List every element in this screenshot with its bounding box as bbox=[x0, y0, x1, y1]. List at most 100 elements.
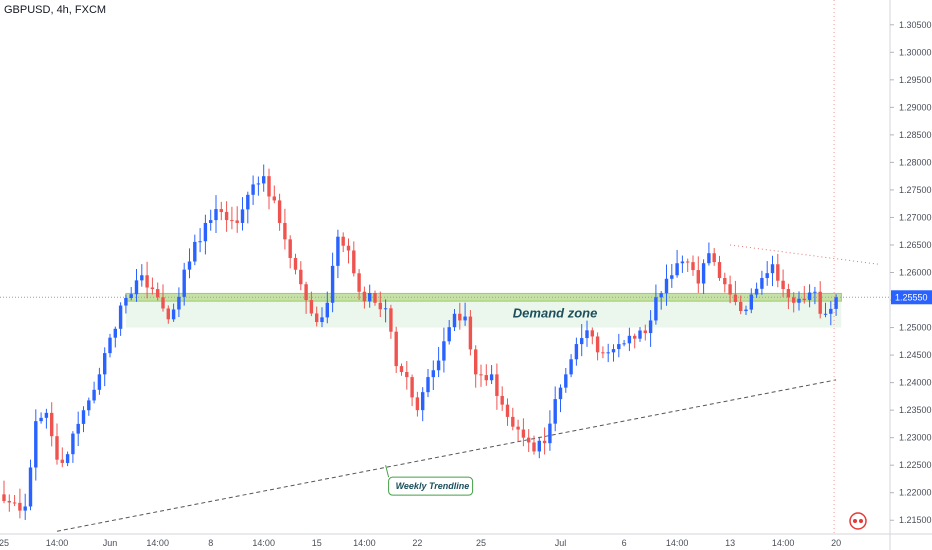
candle-body bbox=[23, 506, 27, 511]
candle-body bbox=[527, 437, 531, 443]
y-tick-label: 1.30000 bbox=[899, 47, 932, 57]
x-tick-label: 25 bbox=[0, 538, 9, 548]
candle-body bbox=[505, 404, 510, 417]
y-tick-label: 1.27000 bbox=[899, 212, 932, 222]
candle-body bbox=[309, 300, 314, 314]
candle-body bbox=[304, 284, 308, 301]
candle-body bbox=[643, 330, 647, 334]
candle-body bbox=[368, 293, 372, 302]
y-tick-label: 1.24500 bbox=[899, 350, 932, 360]
candle-body bbox=[293, 257, 298, 270]
y-tick-label: 1.22500 bbox=[899, 460, 932, 470]
candle-body bbox=[818, 291, 822, 314]
candle-body bbox=[781, 280, 785, 290]
candle-body bbox=[320, 317, 324, 323]
chart-widget-icon[interactable] bbox=[849, 512, 867, 530]
candle-body bbox=[81, 410, 86, 424]
candle-body bbox=[156, 289, 160, 298]
x-tick-label: 20 bbox=[831, 538, 841, 548]
candle-body bbox=[235, 220, 239, 223]
x-tick-label: 13 bbox=[725, 538, 735, 548]
x-tick-label: 14:00 bbox=[666, 538, 689, 548]
candle-body bbox=[277, 200, 282, 223]
candle-body bbox=[739, 302, 743, 312]
candle-body bbox=[447, 327, 451, 342]
candle-body bbox=[113, 328, 117, 338]
chart-widget-icon-dot bbox=[853, 519, 857, 523]
candle-body bbox=[288, 239, 292, 258]
candle-body bbox=[569, 359, 573, 375]
x-tick-label: 22 bbox=[412, 538, 422, 548]
candle-body bbox=[256, 183, 261, 185]
y-tick-label: 1.27500 bbox=[899, 185, 932, 195]
candle-body bbox=[198, 241, 202, 243]
x-tick-label: 14:00 bbox=[146, 538, 169, 548]
x-tick-label: 14:00 bbox=[46, 538, 69, 548]
candle-body bbox=[108, 337, 112, 354]
candle-body bbox=[580, 338, 584, 345]
candle-body bbox=[315, 313, 319, 323]
candle-body bbox=[240, 209, 245, 223]
x-tick-label: 14:00 bbox=[772, 538, 795, 548]
annotations-layer: Demand zone Weekly Trendline bbox=[385, 306, 598, 496]
candle-body bbox=[421, 392, 425, 411]
candle-body bbox=[12, 502, 17, 504]
current-price-badge bbox=[891, 290, 932, 305]
candle-body bbox=[129, 294, 133, 298]
candle-body bbox=[272, 196, 276, 201]
candle-body bbox=[325, 302, 329, 318]
candle-body bbox=[707, 253, 711, 264]
candle-body bbox=[103, 353, 107, 375]
x-tick-label: 14:00 bbox=[252, 538, 275, 548]
candle-body bbox=[341, 236, 345, 246]
candle-body bbox=[50, 412, 54, 437]
candle-body bbox=[834, 297, 838, 309]
candle-body bbox=[776, 264, 780, 281]
candle-body bbox=[770, 264, 775, 274]
y-tick-label: 1.26000 bbox=[899, 268, 932, 278]
candle-body bbox=[124, 297, 128, 306]
x-tick-label: 14:00 bbox=[353, 538, 376, 548]
candle-body bbox=[537, 440, 541, 452]
candle-body bbox=[383, 308, 388, 310]
candle-body bbox=[399, 366, 404, 373]
candle-body bbox=[638, 330, 642, 339]
candle-body bbox=[516, 426, 520, 430]
candle-body bbox=[558, 387, 563, 400]
x-tick-label: 25 bbox=[476, 538, 486, 548]
candle-body bbox=[659, 293, 663, 298]
y-tick-label: 1.22000 bbox=[899, 488, 932, 498]
candle-body bbox=[542, 440, 547, 444]
candle-body bbox=[680, 261, 685, 264]
candle-body bbox=[474, 349, 478, 375]
candle-body bbox=[829, 308, 833, 314]
candle-body bbox=[622, 343, 626, 345]
candle-body bbox=[633, 335, 637, 339]
weekly-trendline-label: Weekly Trendline bbox=[396, 481, 470, 491]
lines-layer bbox=[0, 0, 890, 534]
demand-zone-label: Demand zone bbox=[513, 306, 598, 321]
x-tick-label: 8 bbox=[208, 538, 213, 548]
candle-body bbox=[590, 330, 594, 337]
candle-body bbox=[712, 253, 716, 263]
candle-body bbox=[140, 275, 144, 281]
candle-body bbox=[521, 429, 526, 438]
candle-body bbox=[267, 176, 271, 197]
candle-body bbox=[299, 269, 303, 285]
candle-body bbox=[601, 352, 605, 354]
candle-body bbox=[203, 222, 208, 242]
candle-body bbox=[670, 275, 674, 279]
candle-body bbox=[209, 220, 213, 223]
candle-body bbox=[585, 330, 589, 339]
candle-body bbox=[463, 316, 467, 321]
candle-body bbox=[145, 275, 149, 288]
trendline-callout-pointer bbox=[385, 465, 390, 478]
candle-body bbox=[675, 263, 679, 276]
candle-body bbox=[786, 289, 791, 298]
candle-body bbox=[548, 423, 552, 444]
candle-body bbox=[701, 263, 706, 284]
candle-body bbox=[813, 291, 817, 293]
y-tick-label: 1.28000 bbox=[899, 157, 932, 167]
resistance-projection bbox=[730, 244, 879, 265]
